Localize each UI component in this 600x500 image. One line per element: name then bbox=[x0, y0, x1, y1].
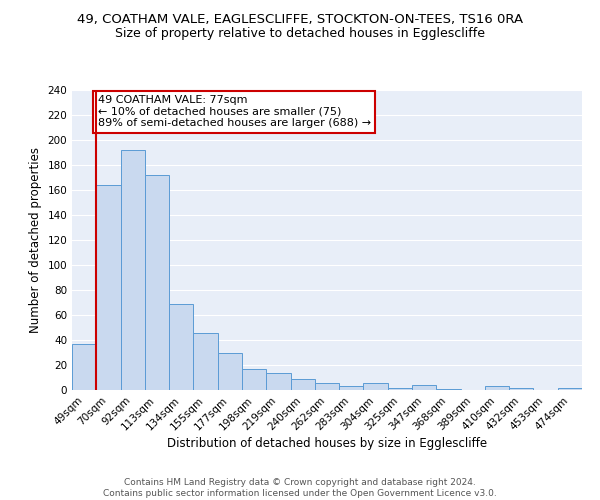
Bar bbox=[388, 388, 412, 390]
Bar bbox=[290, 379, 315, 390]
Bar bbox=[169, 304, 193, 390]
Y-axis label: Number of detached properties: Number of detached properties bbox=[29, 147, 42, 333]
Bar bbox=[339, 386, 364, 390]
Bar bbox=[509, 388, 533, 390]
Bar bbox=[436, 389, 461, 390]
Bar bbox=[145, 175, 169, 390]
Bar bbox=[72, 344, 96, 390]
Bar bbox=[242, 369, 266, 390]
Bar bbox=[412, 385, 436, 390]
Text: Contains HM Land Registry data © Crown copyright and database right 2024.
Contai: Contains HM Land Registry data © Crown c… bbox=[103, 478, 497, 498]
Bar bbox=[96, 185, 121, 390]
Bar bbox=[193, 332, 218, 390]
Bar bbox=[364, 382, 388, 390]
Bar bbox=[558, 388, 582, 390]
Bar bbox=[315, 382, 339, 390]
Text: 49, COATHAM VALE, EAGLESCLIFFE, STOCKTON-ON-TEES, TS16 0RA: 49, COATHAM VALE, EAGLESCLIFFE, STOCKTON… bbox=[77, 12, 523, 26]
Bar bbox=[121, 150, 145, 390]
Text: 49 COATHAM VALE: 77sqm
← 10% of detached houses are smaller (75)
89% of semi-det: 49 COATHAM VALE: 77sqm ← 10% of detached… bbox=[97, 95, 371, 128]
Text: Size of property relative to detached houses in Egglescliffe: Size of property relative to detached ho… bbox=[115, 28, 485, 40]
Bar bbox=[485, 386, 509, 390]
X-axis label: Distribution of detached houses by size in Egglescliffe: Distribution of detached houses by size … bbox=[167, 438, 487, 450]
Bar bbox=[218, 352, 242, 390]
Bar bbox=[266, 372, 290, 390]
